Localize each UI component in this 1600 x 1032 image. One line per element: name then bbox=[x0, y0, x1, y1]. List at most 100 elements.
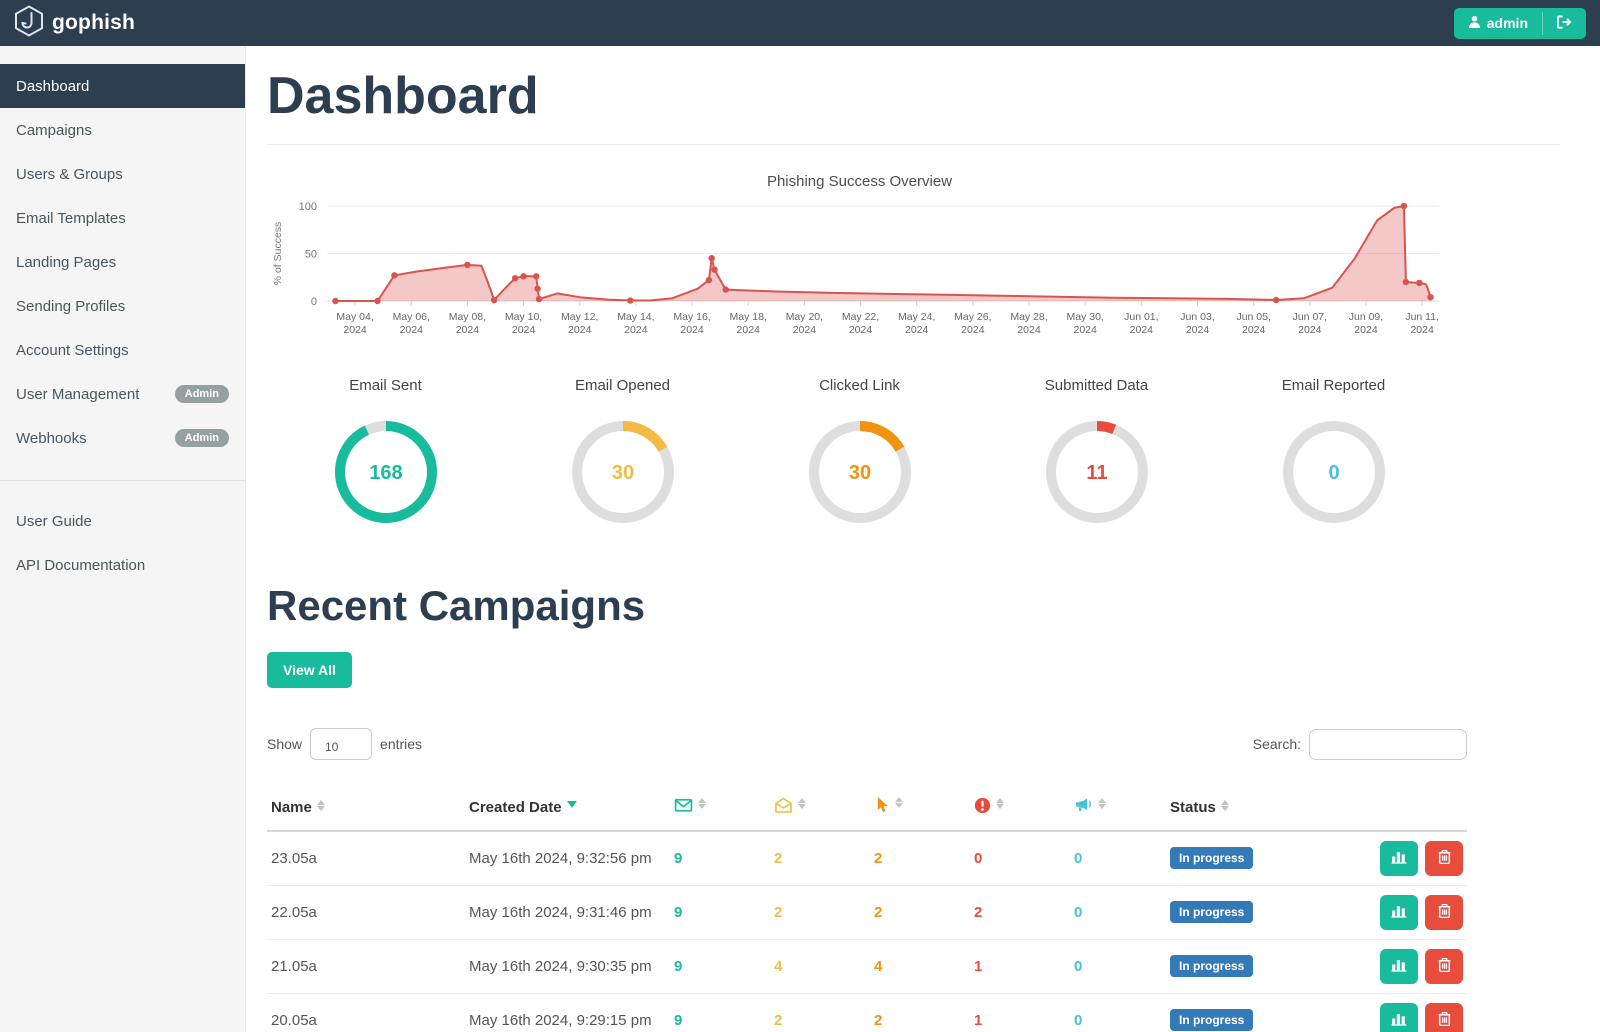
trash-icon bbox=[1438, 903, 1451, 921]
timeline-area-chart[interactable]: 0 50 100 % of Success May 04, 2024 May 06, 2024… bbox=[267, 194, 1452, 346]
delete-campaign-button[interactable] bbox=[1425, 840, 1463, 876]
column-header-date[interactable]: Created Date bbox=[465, 786, 670, 832]
sidebar-item-account-settings[interactable]: Account Settings bbox=[0, 328, 245, 372]
sidebar-item-user-management[interactable]: User Management Admin bbox=[0, 372, 245, 416]
campaign-status-cell: In progress bbox=[1166, 885, 1352, 940]
stat-email-reported: Email Reported 0 bbox=[1215, 377, 1452, 530]
delete-campaign-button[interactable] bbox=[1425, 948, 1463, 984]
sidebar-item-label: Landing Pages bbox=[16, 253, 117, 271]
campaign-status-cell: In progress bbox=[1166, 939, 1352, 994]
sidebar-item-email-templates[interactable]: Email Templates bbox=[0, 196, 245, 240]
view-results-button[interactable] bbox=[1380, 840, 1418, 876]
column-header-actions bbox=[1352, 786, 1467, 832]
stat-value: 168 bbox=[369, 462, 402, 484]
campaign-created-date: May 16th 2024, 9:30:35 pm bbox=[465, 939, 670, 994]
bar-chart-icon bbox=[1391, 849, 1408, 867]
search-input[interactable] bbox=[1309, 728, 1467, 760]
brand[interactable]: gophish bbox=[14, 4, 135, 42]
svg-text:May 22,2024: May 22, 2024 bbox=[842, 311, 879, 336]
stat-value: 30 bbox=[611, 462, 633, 484]
view-all-button[interactable]: View All bbox=[267, 652, 352, 688]
donut-chart-submitted-data[interactable]: 11 bbox=[1039, 414, 1155, 530]
status-badge: In progress bbox=[1170, 1009, 1254, 1031]
admin-badge: Admin bbox=[174, 385, 229, 403]
envelope-open-icon bbox=[774, 797, 793, 818]
sidebar-item-label: Campaigns bbox=[16, 121, 92, 139]
sidebar-item-sending-profiles[interactable]: Sending Profiles bbox=[0, 284, 245, 328]
view-results-button[interactable] bbox=[1380, 1002, 1418, 1032]
page-title: Dashboard bbox=[267, 67, 539, 125]
sidebar-item-api-documentation[interactable]: API Documentation bbox=[0, 543, 245, 587]
campaign-status-cell: In progress bbox=[1166, 993, 1352, 1032]
view-results-button[interactable] bbox=[1380, 948, 1418, 984]
column-header-clicked[interactable] bbox=[870, 786, 970, 832]
campaign-clicked-count: 2 bbox=[870, 993, 970, 1032]
sort-arrows-icon[interactable] bbox=[316, 799, 325, 811]
stat-email-sent: Email Sent 168 bbox=[267, 377, 504, 530]
sort-arrows-icon[interactable] bbox=[895, 797, 903, 808]
campaign-sent-count: 9 bbox=[670, 939, 770, 994]
sidebar-item-users-groups[interactable]: Users & Groups bbox=[0, 152, 245, 196]
logout-button[interactable] bbox=[1543, 8, 1586, 39]
sidebar-divider bbox=[0, 480, 245, 481]
campaign-clicked-count: 2 bbox=[870, 831, 970, 886]
trash-icon bbox=[1438, 849, 1451, 867]
stat-label: Clicked Link bbox=[819, 377, 900, 394]
recent-campaigns-title: Recent Campaigns bbox=[267, 582, 646, 629]
cursor-icon bbox=[874, 796, 890, 818]
stat-submitted-data: Submitted Data 11 bbox=[978, 377, 1215, 530]
sidebar-item-dashboard[interactable]: Dashboard bbox=[0, 64, 245, 108]
user-name: admin bbox=[1486, 15, 1528, 31]
svg-text:May 04,2024: May 04, 2024 bbox=[336, 311, 373, 336]
entries-input[interactable] bbox=[310, 728, 373, 760]
sort-arrows-icon[interactable] bbox=[1098, 798, 1106, 809]
sort-arrows-icon[interactable] bbox=[996, 797, 1004, 809]
campaign-status-cell: In progress bbox=[1166, 831, 1352, 886]
status-badge: In progress bbox=[1170, 901, 1254, 923]
sort-arrows-icon[interactable] bbox=[798, 797, 806, 809]
svg-text:100: 100 bbox=[299, 201, 317, 213]
column-header-opened[interactable] bbox=[770, 786, 870, 832]
status-badge: In progress bbox=[1170, 847, 1254, 870]
campaign-name: 21.05a bbox=[267, 939, 465, 994]
trash-icon bbox=[1438, 957, 1451, 975]
sidebar-item-label: Dashboard bbox=[16, 77, 90, 95]
donut-chart-email-opened[interactable]: 30 bbox=[565, 414, 681, 530]
column-header-reported[interactable] bbox=[1070, 786, 1166, 832]
svg-text:0: 0 bbox=[311, 296, 317, 308]
user-icon bbox=[1468, 15, 1481, 31]
stat-label: Email Sent bbox=[349, 377, 422, 394]
sidebar-item-label: User Management bbox=[16, 385, 140, 403]
sidebar-item-webhooks[interactable]: Webhooks Admin bbox=[0, 416, 245, 460]
delete-campaign-button[interactable] bbox=[1425, 1002, 1463, 1032]
sorted-desc-icon bbox=[566, 800, 577, 808]
stat-clicked-link: Clicked Link 30 bbox=[741, 377, 978, 530]
svg-text:50: 50 bbox=[305, 249, 317, 261]
donut-chart-email-reported[interactable]: 0 bbox=[1276, 414, 1392, 530]
svg-text:May 12,2024: May 12, 2024 bbox=[561, 311, 598, 336]
sidebar-item-campaigns[interactable]: Campaigns bbox=[0, 108, 245, 152]
stat-value: 0 bbox=[1328, 462, 1339, 484]
campaign-submitted-count: 0 bbox=[970, 831, 1070, 886]
search-label: Search: bbox=[1252, 736, 1301, 752]
sidebar-item-landing-pages[interactable]: Landing Pages bbox=[0, 240, 245, 284]
donut-chart-clicked-link[interactable]: 30 bbox=[802, 414, 918, 530]
column-header-submitted[interactable] bbox=[970, 786, 1070, 832]
delete-campaign-button[interactable] bbox=[1425, 894, 1463, 930]
donut-chart-email-sent[interactable]: 168 bbox=[328, 414, 444, 530]
view-results-button[interactable] bbox=[1380, 894, 1418, 930]
user-menu-button[interactable]: admin bbox=[1454, 8, 1542, 39]
column-header-name[interactable]: Name bbox=[267, 786, 465, 832]
sort-arrows-icon[interactable] bbox=[1220, 799, 1229, 811]
column-header-status[interactable]: Status bbox=[1166, 786, 1352, 832]
campaign-submitted-count: 1 bbox=[970, 993, 1070, 1032]
campaign-name: 23.05a bbox=[267, 831, 465, 886]
campaign-sent-count: 9 bbox=[670, 885, 770, 940]
stats-row: Email Sent 168 Email Opened 30 Clicked Link 3… bbox=[267, 377, 1452, 530]
sidebar-item-user-guide[interactable]: User Guide bbox=[0, 499, 245, 543]
table-row: 21.05a May 16th 2024, 9:30:35 pm 9 4 4 1 0 In p… bbox=[267, 939, 1467, 994]
sort-arrows-icon[interactable] bbox=[698, 798, 706, 809]
svg-text:May 14,2024: May 14, 2024 bbox=[617, 311, 654, 336]
campaign-created-date: May 16th 2024, 9:31:46 pm bbox=[465, 885, 670, 940]
column-header-sent[interactable] bbox=[670, 786, 770, 832]
